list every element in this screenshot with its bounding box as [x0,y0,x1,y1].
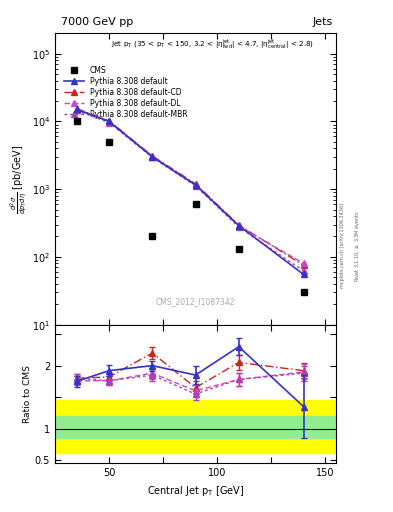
Bar [55,400,336,453]
Text: Rivet 3.1.10, $\geq$ 3.3M events: Rivet 3.1.10, $\geq$ 3.3M events [354,210,362,282]
Legend: CMS, Pythia 8.308 default, Pythia 8.308 default-CD, Pythia 8.308 default-DL, Pyt: CMS, Pythia 8.308 default, Pythia 8.308 … [64,66,187,119]
Text: mcplots.cern.ch [arXiv:1306.3436]: mcplots.cern.ch [arXiv:1306.3436] [340,203,345,288]
Bar [55,416,336,438]
Text: Jet $\mathregular{p_T}$ (35 < $\mathregular{p_T}$ < 150, 3.2 < $\mathregular{|\e: Jet $\mathregular{p_T}$ (35 < $\mathregu… [111,38,314,51]
X-axis label: Central Jet $\mathregular{p_T}$ [GeV]: Central Jet $\mathregular{p_T}$ [GeV] [147,484,244,498]
Text: CMS_2012_I1087342: CMS_2012_I1087342 [156,297,235,306]
Y-axis label: Ratio to CMS: Ratio to CMS [23,365,32,423]
Text: 7000 GeV pp: 7000 GeV pp [61,17,133,27]
Y-axis label: $\frac{d^2\sigma}{dp_T d\eta}$ [pb/GeV]: $\frac{d^2\sigma}{dp_T d\eta}$ [pb/GeV] [8,144,29,214]
Text: Jets: Jets [313,17,333,27]
